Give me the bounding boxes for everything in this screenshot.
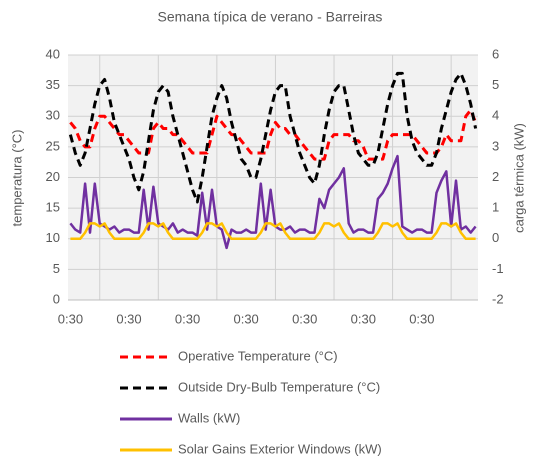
y-tick-label: 15 [46, 200, 60, 215]
y2-tick-label: 6 [492, 46, 499, 61]
y-tick-label: 40 [46, 46, 60, 61]
x-tick-label: 0:30 [233, 311, 258, 326]
y2-tick-label: 1 [492, 200, 499, 215]
y-tick-label: 25 [46, 138, 60, 153]
y2-tick-label: 0 [492, 230, 499, 245]
x-tick-label: 0:30 [292, 311, 317, 326]
y2-tick-label: 4 [492, 108, 499, 123]
y-tick-label: 35 [46, 77, 60, 92]
y2-tick-label: -1 [492, 261, 504, 276]
y2-tick-label: 5 [492, 77, 499, 92]
x-tick-label: 0:30 [116, 311, 141, 326]
series-line [70, 222, 476, 241]
y-tick-label: 10 [46, 230, 60, 245]
chart-title: Semana típica de verano - Barreiras [158, 9, 383, 25]
y2-tick-label: 2 [492, 169, 499, 184]
y-tick-label: 30 [46, 108, 60, 123]
y2-tick-label: -2 [492, 291, 504, 306]
legend-label: Walls (kW) [178, 410, 240, 425]
x-tick-label: 0:30 [175, 311, 200, 326]
series-line [69, 154, 477, 250]
legend-label: Outside Dry-Bulb Temperature (°C) [178, 379, 380, 394]
series-line [68, 71, 478, 204]
x-tick-label: 0:30 [409, 311, 434, 326]
y-tick-label: 5 [53, 261, 60, 276]
y-tick-label: 0 [53, 291, 60, 306]
y-tick-label: 20 [46, 169, 60, 184]
x-tick-label: 0:30 [351, 311, 376, 326]
y2-axis-label: carga térmica (kW) [511, 123, 526, 233]
legend-label: Operative Temperature (°C) [178, 348, 338, 363]
y2-tick-label: 3 [492, 138, 499, 153]
x-tick-label: 0:30 [58, 311, 83, 326]
legend-label: Solar Gains Exterior Windows (kW) [178, 441, 382, 456]
series-line [69, 108, 477, 161]
y-axis-label: temperatura (°C) [9, 130, 24, 227]
